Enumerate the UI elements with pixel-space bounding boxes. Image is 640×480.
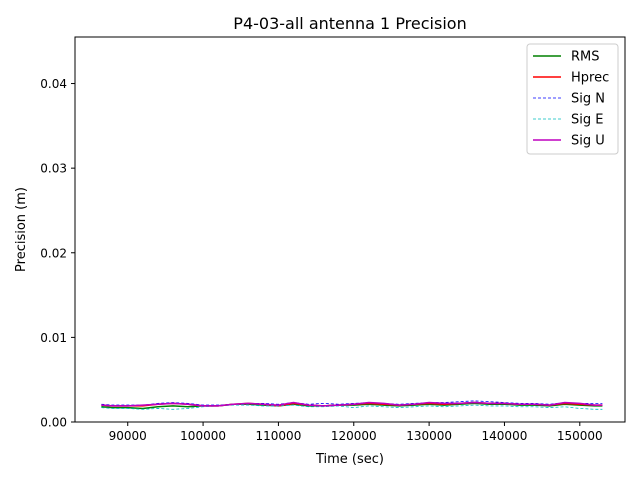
legend: RMS Hprec Sig N Sig E Sig U (526, 43, 619, 155)
y-tick-label: 0.00 (40, 416, 67, 430)
chart-title: P4-03-all antenna 1 Precision (233, 14, 466, 33)
legend-label: Sig N (571, 92, 605, 107)
y-tick-label: 0.03 (40, 162, 67, 176)
x-tick-label: 140000 (482, 429, 528, 443)
series-line-sig-e (101, 404, 603, 410)
y-tick-label: 0.04 (40, 77, 67, 91)
y-tick-label: 0.01 (40, 331, 67, 345)
x-tick-label: 120000 (331, 429, 377, 443)
x-axis: 90000 100000 110000 120000 130000 140000 15000… (109, 422, 603, 443)
series-line-sig-n (101, 400, 603, 406)
plot-frame (74, 36, 626, 423)
y-tick-label: 0.02 (40, 246, 67, 260)
series-line-rms (101, 402, 603, 410)
legend-label: Sig E (571, 113, 603, 128)
legend-label: Hprec (571, 71, 609, 86)
plot-area (101, 400, 603, 410)
x-tick-label: 100000 (180, 429, 226, 443)
x-tick-label: 130000 (406, 429, 452, 443)
x-tick-label: 150000 (557, 429, 603, 443)
legend-box (526, 43, 619, 155)
y-axis-label: Precision (m) (14, 187, 29, 272)
legend-label: Sig U (571, 134, 605, 149)
x-axis-label: Time (sec) (315, 452, 384, 467)
x-tick-label: 110000 (256, 429, 302, 443)
legend-label: RMS (571, 50, 600, 65)
x-tick-label: 90000 (109, 429, 147, 443)
series-line-sig-u (101, 401, 603, 407)
y-axis: 0.00 0.01 0.02 0.03 0.04 (40, 77, 75, 430)
